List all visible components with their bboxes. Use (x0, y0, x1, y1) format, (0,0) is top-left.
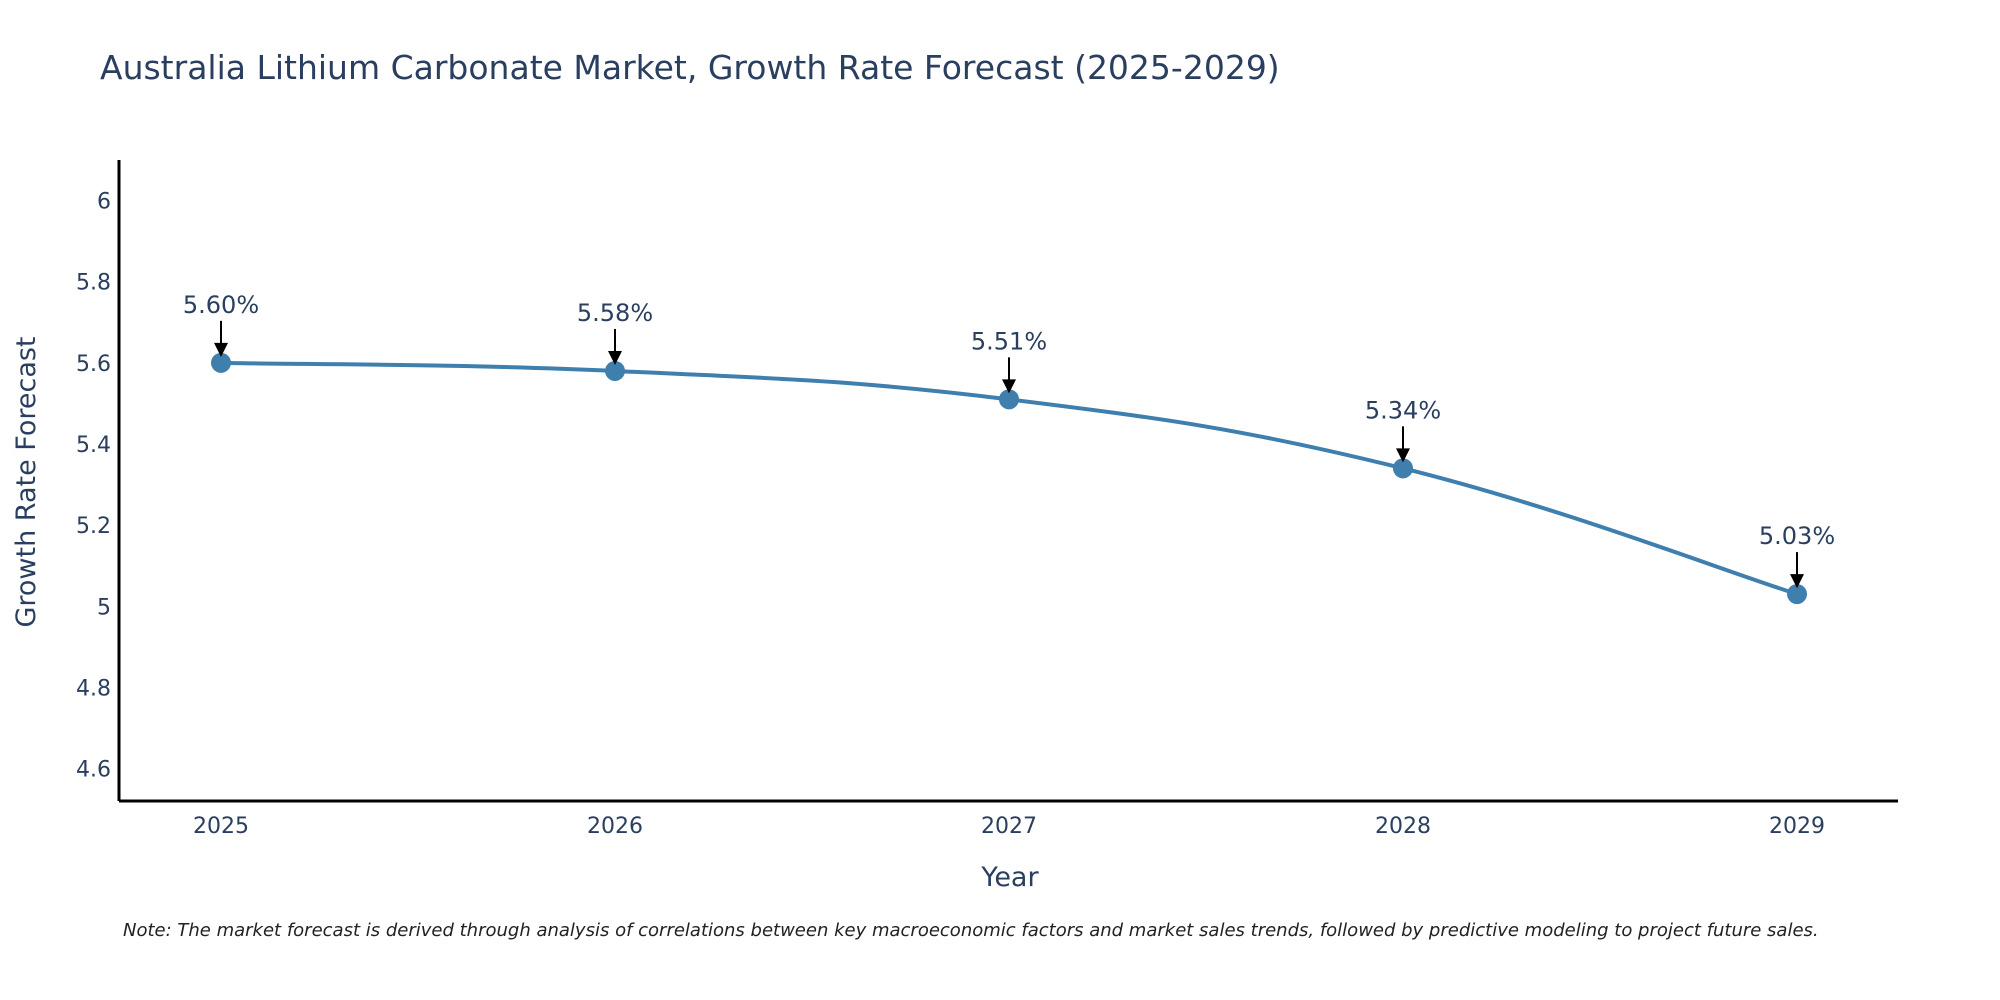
x-tick-label: 2029 (1769, 814, 1825, 839)
x-tick-label: 2027 (981, 814, 1037, 839)
data-label: 5.58% (577, 299, 653, 327)
y-tick-label: 5 (97, 595, 111, 620)
y-tick-label: 5.2 (76, 514, 111, 539)
y-tick-label: 6 (97, 190, 111, 215)
data-label: 5.60% (183, 291, 259, 319)
annotation-arrow-head (214, 342, 228, 357)
data-label: 5.51% (971, 327, 1047, 355)
data-point (211, 352, 231, 373)
data-annotations: 5.60% 5.58% 5.51% 5.34% 5.03% (183, 291, 1835, 589)
x-axis-title: Year (980, 862, 1039, 893)
x-axis-ticks: 2025 2026 2027 2028 2029 (193, 814, 1825, 839)
annotation-arrow-head (608, 350, 622, 365)
data-point (1787, 584, 1807, 605)
footnote: Note: The market forecast is derived thr… (123, 920, 1819, 941)
y-axis-title: Growth Rate Forecast (11, 336, 42, 627)
data-label: 5.34% (1365, 396, 1441, 424)
y-tick-label: 4.6 (76, 758, 111, 783)
annotation-arrow-head (1396, 448, 1410, 463)
annotation-arrow-head (1790, 574, 1804, 589)
data-point (1393, 458, 1413, 479)
chart-title: Australia Lithium Carbonate Market, Grow… (100, 48, 1280, 87)
data-point (605, 360, 625, 381)
y-tick-label: 5.4 (76, 433, 111, 458)
y-tick-label: 5.6 (76, 352, 111, 377)
x-tick-label: 2025 (193, 814, 249, 839)
y-tick-label: 4.8 (76, 676, 111, 701)
x-tick-label: 2028 (1375, 814, 1431, 839)
annotation-arrow-head (1002, 379, 1016, 394)
data-label: 5.03% (1759, 522, 1835, 550)
data-markers (211, 352, 1807, 605)
data-point (999, 389, 1019, 410)
y-tick-label: 5.8 (76, 271, 111, 296)
y-axis-ticks: 4.6 4.8 5 5.2 5.4 5.6 5.8 6 (76, 190, 111, 783)
x-tick-label: 2026 (587, 814, 643, 839)
